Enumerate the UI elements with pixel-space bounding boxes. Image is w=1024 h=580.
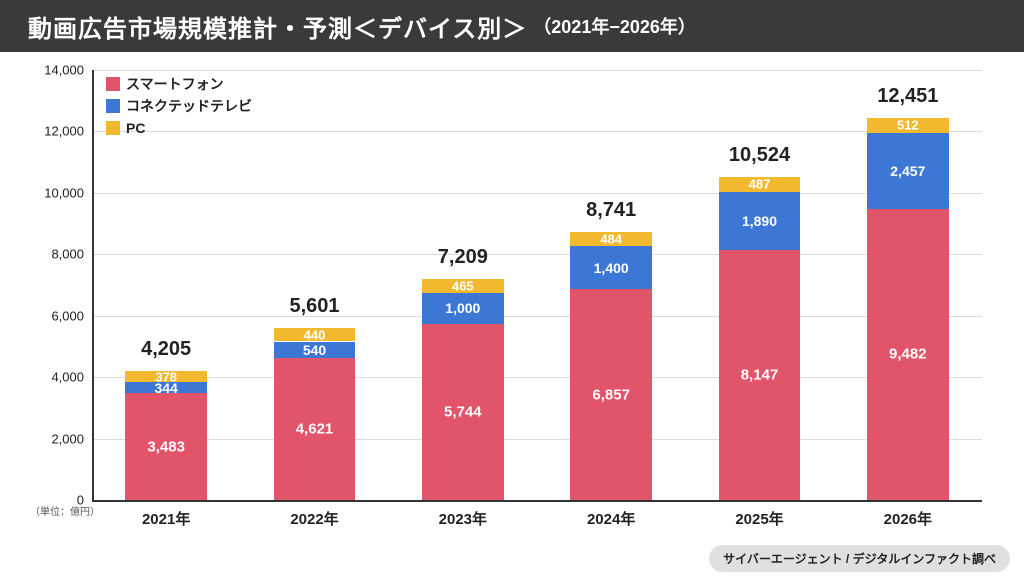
segment-value-label: 487 bbox=[719, 177, 801, 192]
x-tick-label: 2025年 bbox=[735, 508, 783, 529]
grid-line bbox=[92, 254, 982, 255]
grid-line bbox=[92, 439, 982, 440]
bar-group: 9,4822,45751212,451 bbox=[867, 118, 949, 500]
segment-value-label: 378 bbox=[125, 369, 207, 384]
x-tick-label: 2026年 bbox=[884, 508, 932, 529]
legend: スマートフォンコネクテッドテレビ PC bbox=[106, 74, 252, 140]
legend-item: PC bbox=[106, 118, 252, 138]
segment-value-label: 1,000 bbox=[422, 300, 504, 316]
x-axis bbox=[92, 500, 982, 502]
segment-value-label: 3,483 bbox=[125, 438, 207, 455]
x-tick-label: 2024年 bbox=[587, 508, 635, 529]
legend-swatch bbox=[106, 121, 120, 135]
grid-line bbox=[92, 377, 982, 378]
source-chip: サイバーエージェント / デジタルインファクト調べ bbox=[709, 545, 1010, 572]
unit-label: （単位：億円） bbox=[30, 503, 100, 518]
segment-value-label: 1,400 bbox=[570, 260, 652, 276]
chart-area: （単位：億円） 0 2,000 4,000 6,000 8,000 10,000 12,00… bbox=[28, 62, 996, 542]
grid-line bbox=[92, 316, 982, 317]
segment-value-label: 484 bbox=[570, 231, 652, 246]
legend-item: コネクテッドテレビ bbox=[106, 96, 252, 116]
legend-label: コネクテッドテレビ bbox=[126, 96, 252, 116]
y-tick-label: 4,000 bbox=[51, 370, 84, 385]
segment-value-label: 9,482 bbox=[867, 346, 949, 363]
y-tick-label: 14,000 bbox=[44, 63, 84, 78]
legend-label: スマートフォン bbox=[126, 74, 224, 94]
bar-group: 5,7441,0004657,209 bbox=[422, 279, 504, 500]
legend-swatch bbox=[106, 99, 120, 113]
segment-value-label: 440 bbox=[274, 327, 356, 342]
segment-value-label: 2,457 bbox=[867, 163, 949, 179]
segment-value-label: 8,147 bbox=[719, 366, 801, 383]
legend-swatch bbox=[106, 77, 120, 91]
y-tick-label: 8,000 bbox=[51, 247, 84, 262]
segment-value-label: 1,890 bbox=[719, 213, 801, 229]
total-label: 8,741 bbox=[586, 199, 636, 222]
total-label: 10,524 bbox=[729, 144, 790, 167]
bar-group: 3,4833443784,205 bbox=[125, 371, 207, 500]
segment-value-label: 6,857 bbox=[570, 386, 652, 403]
title-sub: （2021年−2026年） bbox=[533, 13, 696, 39]
segment-value-label: 5,744 bbox=[422, 403, 504, 420]
y-tick-label: 10,000 bbox=[44, 185, 84, 200]
x-tick-label: 2023年 bbox=[439, 508, 487, 529]
bar-group: 8,1471,89048710,524 bbox=[719, 177, 801, 500]
page: 動画広告市場規模推計・予測＜デバイス別＞ （2021年−2026年） （単位：億… bbox=[0, 0, 1024, 580]
legend-item: スマートフォン bbox=[106, 74, 252, 94]
x-tick-label: 2022年 bbox=[290, 508, 338, 529]
total-label: 4,205 bbox=[141, 338, 191, 361]
segment-value-label: 4,621 bbox=[274, 421, 356, 438]
segment-value-label: 512 bbox=[867, 118, 949, 133]
bar-group: 6,8571,4004848,741 bbox=[570, 232, 652, 500]
segment-value-label: 540 bbox=[274, 342, 356, 358]
segment-value-label: 465 bbox=[422, 278, 504, 293]
y-tick-label: 0 bbox=[77, 493, 84, 508]
legend-label: PC bbox=[126, 120, 145, 136]
title-main: 動画広告市場規模推計・予測＜デバイス別＞ bbox=[28, 9, 527, 44]
y-tick-label: 6,000 bbox=[51, 308, 84, 323]
grid-line bbox=[92, 193, 982, 194]
y-tick-label: 2,000 bbox=[51, 431, 84, 446]
grid-line bbox=[92, 70, 982, 71]
total-label: 7,209 bbox=[438, 246, 488, 269]
total-label: 12,451 bbox=[877, 85, 938, 108]
bar-group: 4,6215404405,601 bbox=[274, 328, 356, 500]
x-tick-label: 2021年 bbox=[142, 508, 190, 529]
title-bar: 動画広告市場規模推計・予測＜デバイス別＞ （2021年−2026年） bbox=[0, 0, 1024, 52]
y-axis bbox=[92, 70, 94, 500]
y-tick-label: 12,000 bbox=[44, 124, 84, 139]
total-label: 5,601 bbox=[289, 295, 339, 318]
